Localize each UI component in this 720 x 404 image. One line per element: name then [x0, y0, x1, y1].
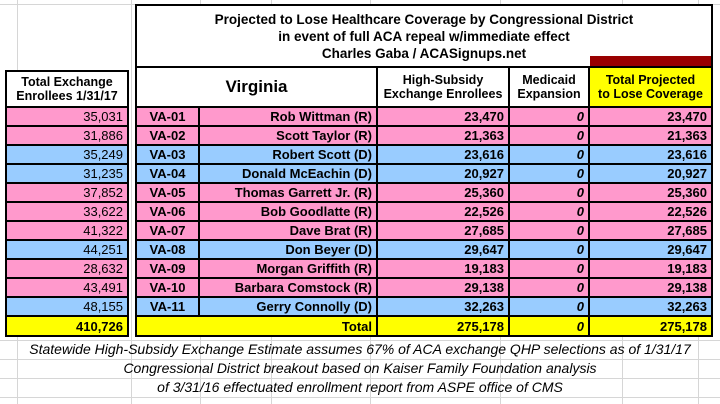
high-subsidy-cell: 22,526	[378, 203, 508, 220]
exchange-enrollees-header: Total Exchange Enrollees 1/31/17	[7, 72, 127, 106]
medicaid-expansion-cell: 0	[510, 298, 588, 315]
representative-cell: Scott Taylor (R)	[200, 127, 376, 144]
header-line: High-Subsidy	[402, 73, 484, 87]
footnote-line-2: Congressional District breakout based on…	[123, 360, 597, 377]
district-cell: VA-05	[137, 184, 198, 201]
total-projected-cell: 19,183	[590, 260, 711, 277]
high-subsidy-cell: 32,263	[378, 298, 508, 315]
medicaid-expansion-cell: 0	[510, 203, 588, 220]
total-projected-cell: 23,470	[590, 108, 711, 125]
title-line-1: Projected to Lose Healthcare Coverage by…	[214, 11, 634, 27]
total-projected-cell: 21,363	[590, 127, 711, 144]
district-cell: VA-08	[137, 241, 198, 258]
exchange-enrollees-cell: 31,886	[7, 127, 127, 144]
header-line: Exchange Enrollees	[383, 87, 503, 101]
high-subsidy-cell: 23,470	[378, 108, 508, 125]
exchange-enrollees-cell: 37,852	[7, 184, 127, 201]
representative-cell: Robert Scott (D)	[200, 146, 376, 163]
high-subsidy-cell: 19,183	[378, 260, 508, 277]
medicaid-expansion-cell: 0	[510, 260, 588, 277]
header-line: Enrollees 1/31/17	[16, 89, 118, 103]
exchange-enrollees-cell: 35,249	[7, 146, 127, 163]
state-header: Virginia	[137, 68, 376, 106]
total-projected-cell: 32,263	[590, 298, 711, 315]
representative-cell: Gerry Connolly (D)	[200, 298, 376, 315]
district-cell: VA-03	[137, 146, 198, 163]
header-line: Total Exchange	[21, 75, 113, 89]
representative-cell: Rob Wittman (R)	[200, 108, 376, 125]
exchange-enrollees-cell: 31,235	[7, 165, 127, 182]
header-line: Total Projected	[605, 73, 696, 87]
exchange-enrollees-cell: 33,622	[7, 203, 127, 220]
representative-cell: Bob Goodlatte (R)	[200, 203, 376, 220]
district-cell: VA-01	[137, 108, 198, 125]
exchange-enrollees-cell: 44,251	[7, 241, 127, 258]
district-cell: VA-10	[137, 279, 198, 296]
district-cell: VA-11	[137, 298, 198, 315]
representative-cell: Thomas Garrett Jr. (R)	[200, 184, 376, 201]
medicaid-expansion-cell: 0	[510, 146, 588, 163]
high-subsidy-cell: 25,360	[378, 184, 508, 201]
total-projected-cell: 29,647	[590, 241, 711, 258]
footnotes: Statewide High-Subsidy Exchange Estimate…	[0, 340, 720, 396]
total-projected-cell: 22,526	[590, 203, 711, 220]
representative-cell: Barbara Comstock (R)	[200, 279, 376, 296]
high-subsidy-cell: 23,616	[378, 146, 508, 163]
medicaid-expansion-cell: 0	[510, 108, 588, 125]
total-medicaid-cell: 0	[510, 317, 588, 335]
total-projected-cell: 20,927	[590, 165, 711, 182]
high-subsidy-cell: 20,927	[378, 165, 508, 182]
high-subsidy-header: High-Subsidy Exchange Enrollees	[378, 68, 508, 106]
exchange-enrollees-cell: 48,155	[7, 298, 127, 315]
total-projected-header: Total Projected to Lose Coverage	[590, 68, 711, 106]
medicaid-expansion-cell: 0	[510, 222, 588, 239]
district-cell: VA-04	[137, 165, 198, 182]
footnote-line-3: of 3/31/16 effectuated enrollment report…	[157, 378, 563, 395]
exchange-enrollees-cell: 41,322	[7, 222, 127, 239]
district-cell: VA-09	[137, 260, 198, 277]
total-projected-cell: 27,685	[590, 222, 711, 239]
medicaid-expansion-cell: 0	[510, 127, 588, 144]
footnote-line-1: Statewide High-Subsidy Exchange Estimate…	[29, 341, 691, 358]
accent-strip	[590, 56, 711, 66]
medicaid-expansion-cell: 0	[510, 279, 588, 296]
table-title: Projected to Lose Healthcare Coverage by…	[137, 6, 711, 66]
representative-cell: Morgan Griffith (R)	[200, 260, 376, 277]
high-subsidy-cell: 29,138	[378, 279, 508, 296]
exchange-enrollees-total-cell: 410,726	[7, 317, 127, 335]
high-subsidy-cell: 27,685	[378, 222, 508, 239]
medicaid-expansion-cell: 0	[510, 241, 588, 258]
representative-cell: Don Beyer (D)	[200, 241, 376, 258]
total-projected-cell: 23,616	[590, 146, 711, 163]
total-projected-cell: 25,360	[590, 184, 711, 201]
total-high-subsidy-cell: 275,178	[378, 317, 508, 335]
header-line: to Lose Coverage	[598, 87, 703, 101]
representative-cell: Dave Brat (R)	[200, 222, 376, 239]
exchange-enrollees-cell: 43,491	[7, 279, 127, 296]
medicaid-expansion-cell: 0	[510, 165, 588, 182]
coverage-loss-table: Projected to Lose Healthcare Coverage by…	[135, 4, 713, 337]
title-line-2: in event of full ACA repeal w/immediate …	[278, 28, 570, 44]
exchange-enrollees-cell: 35,031	[7, 108, 127, 125]
district-cell: VA-07	[137, 222, 198, 239]
district-cell: VA-06	[137, 203, 198, 220]
medicaid-expansion-header: Medicaid Expansion	[510, 68, 588, 106]
representative-cell: Donald McEachin (D)	[200, 165, 376, 182]
total-projected-cell: 29,138	[590, 279, 711, 296]
high-subsidy-cell: 29,647	[378, 241, 508, 258]
title-line-3: Charles Gaba / ACASignups.net	[321, 45, 527, 61]
district-cell: VA-02	[137, 127, 198, 144]
header-line: Medicaid	[522, 73, 576, 87]
total-projected-cell: 275,178	[590, 317, 711, 335]
high-subsidy-cell: 21,363	[378, 127, 508, 144]
total-row-label: Total	[137, 317, 376, 335]
header-line: Expansion	[517, 87, 581, 101]
medicaid-expansion-cell: 0	[510, 184, 588, 201]
exchange-enrollees-table: Total Exchange Enrollees 1/31/17 35,031 …	[5, 70, 129, 337]
exchange-enrollees-cell: 28,632	[7, 260, 127, 277]
